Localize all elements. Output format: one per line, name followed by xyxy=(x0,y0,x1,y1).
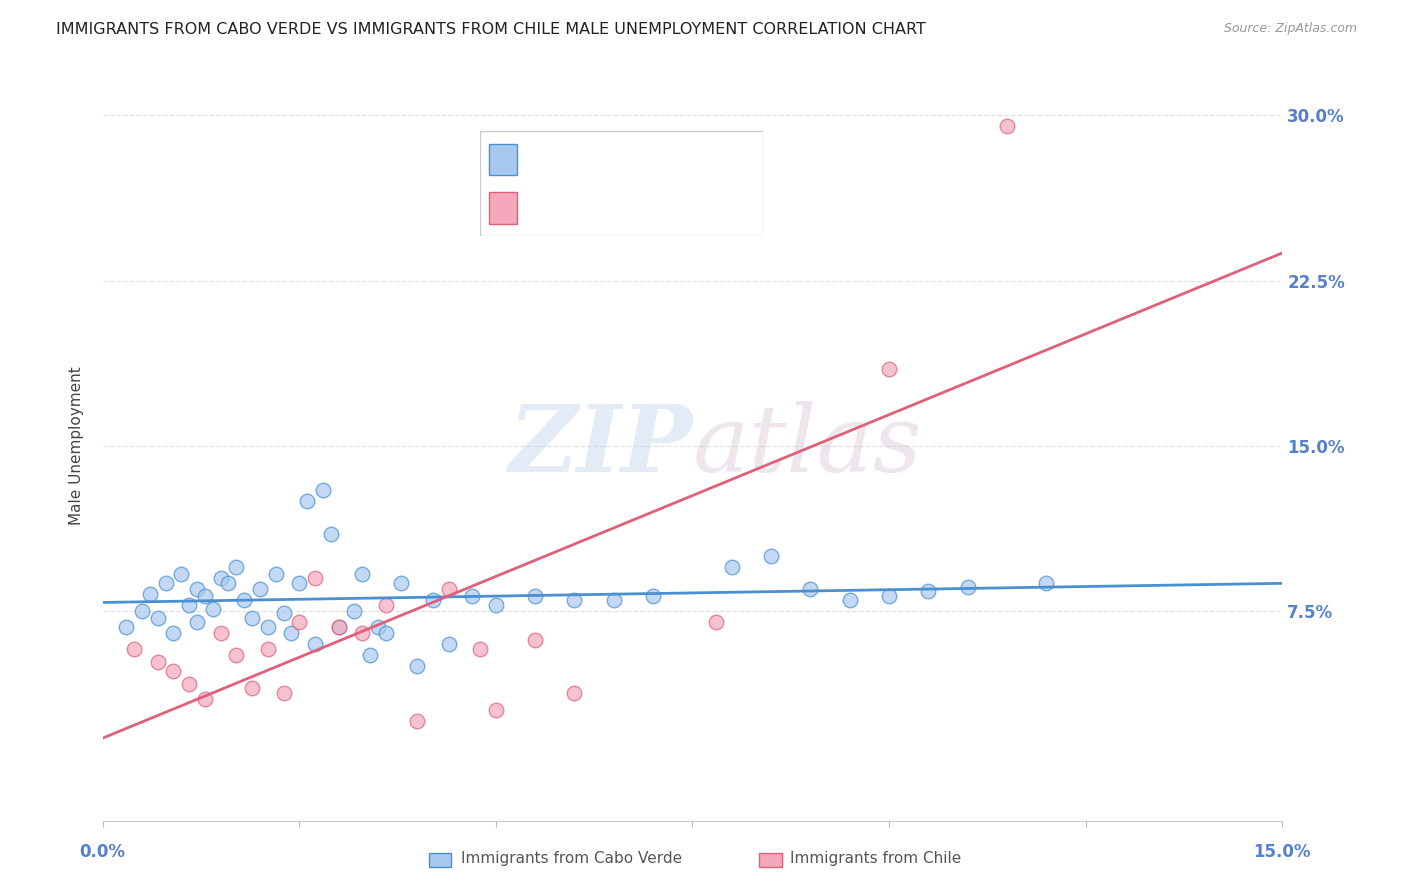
Point xyxy=(170,566,193,581)
Point xyxy=(461,589,484,603)
Point xyxy=(995,120,1018,134)
Point xyxy=(139,587,162,601)
Text: N = 51: N = 51 xyxy=(664,151,731,169)
Text: 15.0%: 15.0% xyxy=(1254,843,1310,861)
Point xyxy=(233,593,256,607)
Point xyxy=(155,575,177,590)
Point xyxy=(179,677,201,691)
Point xyxy=(256,620,278,634)
Point xyxy=(186,615,208,630)
Point xyxy=(273,607,295,621)
Point xyxy=(146,655,169,669)
Point xyxy=(524,632,547,647)
Point xyxy=(131,604,153,618)
Text: R = 0.598: R = 0.598 xyxy=(529,199,627,217)
Point xyxy=(720,560,742,574)
Text: N = 24: N = 24 xyxy=(664,199,731,217)
Point xyxy=(319,527,342,541)
Point xyxy=(877,362,900,376)
Point xyxy=(917,584,939,599)
Point xyxy=(759,549,782,564)
Text: Immigrants from Chile: Immigrants from Chile xyxy=(790,851,962,865)
Point xyxy=(217,575,239,590)
Point xyxy=(146,611,169,625)
Point xyxy=(264,566,287,581)
Point xyxy=(343,604,366,618)
Point xyxy=(367,620,389,634)
Point xyxy=(956,580,979,594)
Point xyxy=(1035,575,1057,590)
Point xyxy=(468,641,491,656)
Point xyxy=(295,494,318,508)
Point xyxy=(564,686,586,700)
Point xyxy=(280,626,302,640)
Point xyxy=(564,593,586,607)
Point xyxy=(122,641,145,656)
FancyBboxPatch shape xyxy=(479,131,763,236)
Point xyxy=(359,648,381,663)
Point xyxy=(374,598,396,612)
Point xyxy=(437,637,460,651)
Text: Immigrants from Cabo Verde: Immigrants from Cabo Verde xyxy=(461,851,682,865)
Text: atlas: atlas xyxy=(693,401,922,491)
Point xyxy=(312,483,335,497)
Point xyxy=(524,589,547,603)
Point xyxy=(406,659,429,673)
Text: 0.0%: 0.0% xyxy=(80,843,125,861)
Point xyxy=(328,620,350,634)
Point xyxy=(603,593,626,607)
Y-axis label: Male Unemployment: Male Unemployment xyxy=(69,367,84,525)
Point xyxy=(485,703,508,717)
Point xyxy=(115,620,138,634)
Point xyxy=(194,589,217,603)
Text: R = 0.243: R = 0.243 xyxy=(529,151,627,169)
Point xyxy=(201,602,224,616)
Bar xyxy=(489,192,517,224)
Point xyxy=(485,598,508,612)
Point xyxy=(352,626,374,640)
Point xyxy=(406,714,429,729)
Point xyxy=(179,598,201,612)
Text: ZIP: ZIP xyxy=(508,401,693,491)
Point xyxy=(304,637,326,651)
Point xyxy=(249,582,271,597)
Point xyxy=(225,648,247,663)
Point xyxy=(799,582,821,597)
Text: IMMIGRANTS FROM CABO VERDE VS IMMIGRANTS FROM CHILE MALE UNEMPLOYMENT CORRELATIO: IMMIGRANTS FROM CABO VERDE VS IMMIGRANTS… xyxy=(56,22,927,37)
Point xyxy=(838,593,860,607)
Point xyxy=(256,641,278,656)
Point xyxy=(328,620,350,634)
Point xyxy=(704,615,727,630)
Point xyxy=(288,615,311,630)
Point xyxy=(194,692,217,706)
Point xyxy=(209,571,232,585)
Point xyxy=(304,571,326,585)
Point xyxy=(391,575,413,590)
Point xyxy=(437,582,460,597)
Bar xyxy=(489,144,517,176)
Point xyxy=(352,566,374,581)
Point xyxy=(186,582,208,597)
Point xyxy=(240,611,263,625)
Point xyxy=(422,593,444,607)
Point xyxy=(877,589,900,603)
Point xyxy=(209,626,232,640)
Point xyxy=(374,626,396,640)
Point xyxy=(240,681,263,696)
Point xyxy=(162,626,184,640)
Point xyxy=(288,575,311,590)
Point xyxy=(162,664,184,678)
Point xyxy=(225,560,247,574)
Text: Source: ZipAtlas.com: Source: ZipAtlas.com xyxy=(1223,22,1357,36)
Point xyxy=(273,686,295,700)
Point xyxy=(643,589,665,603)
